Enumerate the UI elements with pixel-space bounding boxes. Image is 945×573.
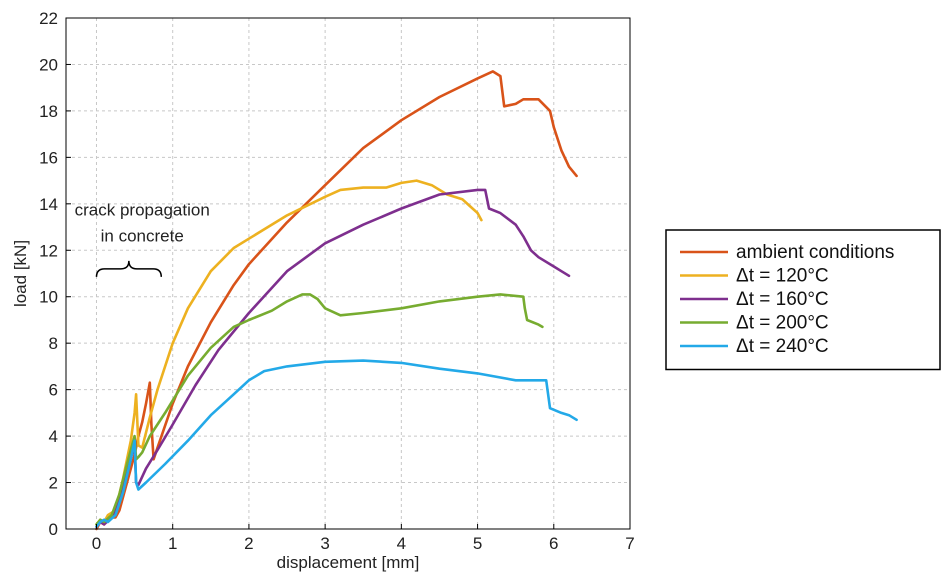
y-tick-label: 14 — [39, 195, 58, 214]
x-tick-label: 1 — [168, 534, 177, 553]
x-tick-label: 5 — [473, 534, 482, 553]
gridlines — [66, 17, 631, 530]
curly-brace — [95, 260, 163, 277]
y-tick-label: 20 — [39, 55, 58, 74]
series-line-1 — [95, 70, 578, 531]
y-tick-label: 0 — [49, 520, 58, 539]
y-tick-label: 2 — [49, 474, 58, 493]
legend-items: ambient conditions Δt = 120°CΔt = 160°C Δt… — [680, 242, 894, 357]
annotation-line-2: in concrete — [101, 226, 184, 245]
series-line-5 — [95, 359, 578, 528]
x-axis-label: displacement [mm] — [277, 553, 420, 572]
plot-frame — [65, 17, 631, 530]
x-tick-label: 3 — [320, 534, 329, 553]
y-tick-label: 10 — [39, 288, 58, 307]
y-tick-label: 16 — [39, 148, 58, 167]
y-tick-label: 22 — [39, 9, 58, 28]
x-tick-label: 0 — [92, 534, 101, 553]
y-tick-label: 12 — [39, 241, 58, 260]
legend-label: Δt = 160°C — [736, 289, 829, 310]
legend-label: Δt = 120°C — [736, 266, 829, 287]
y-tick-label: 6 — [49, 381, 58, 400]
series-lines — [95, 70, 578, 531]
legend: ambient conditions Δt = 120°CΔt = 160°C Δt… — [665, 229, 941, 371]
x-tick-label: 2 — [244, 534, 253, 553]
annotation: crack propagation in concrete — [75, 200, 210, 277]
legend-label: Δt = 200°C — [736, 313, 829, 334]
y-axis-label: load [kN] — [11, 240, 30, 307]
y-tick-label: 18 — [39, 102, 58, 121]
series-line-4 — [95, 293, 544, 526]
annotation-line-1: crack propagation — [75, 200, 210, 219]
x-tick-label: 6 — [549, 534, 558, 553]
legend-label: Δt = 240°C — [736, 336, 829, 357]
x-tick-label: 7 — [625, 534, 634, 553]
legend-label: ambient conditions — [736, 242, 894, 263]
y-tick-label: 8 — [49, 334, 58, 353]
x-tick-label: 4 — [397, 534, 406, 553]
y-tick-label: 4 — [49, 427, 58, 446]
